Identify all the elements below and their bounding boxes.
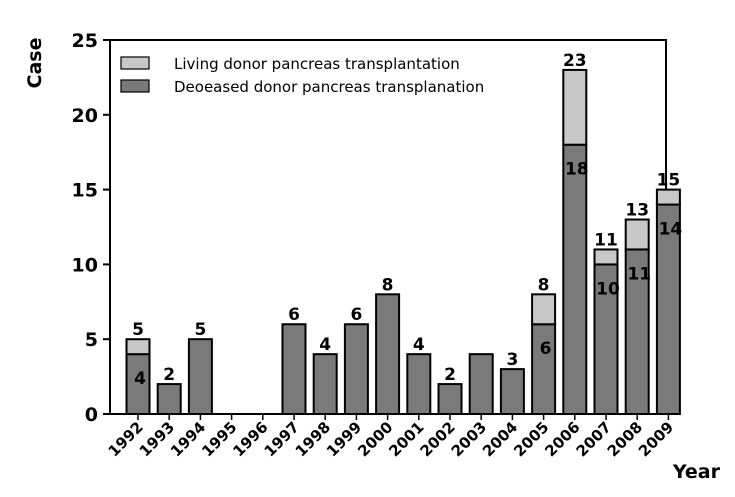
y-tick-label: 10	[72, 254, 98, 276]
bar-deceased	[281, 323, 307, 415]
bar-deceased	[343, 323, 369, 415]
total-label: 2	[444, 365, 456, 385]
bar-living	[125, 338, 151, 356]
bars	[125, 68, 681, 416]
bar-deceased	[562, 143, 588, 415]
x-tick-label: 2007	[573, 418, 615, 460]
bar-living	[624, 218, 650, 251]
deceased-value-label: 14	[659, 220, 683, 240]
bar-living	[655, 188, 681, 206]
deceased-value-label: 6	[540, 339, 552, 359]
x-tick-label: 1994	[167, 418, 209, 460]
y-axis-ticks: 0 5 10 15 20 25	[72, 30, 110, 426]
bar-deceased	[531, 323, 557, 415]
x-tick-label: 1995	[198, 418, 240, 460]
x-axis-title: Year	[672, 461, 721, 483]
total-label: 3	[506, 350, 518, 370]
legend-swatch-deceased	[120, 79, 150, 93]
bar-deceased	[156, 383, 182, 415]
total-label: 13	[625, 201, 649, 221]
bar-deceased	[187, 338, 213, 416]
y-tick-label: 25	[72, 30, 98, 52]
total-label: 8	[382, 275, 394, 295]
legend-label-deceased: Deoeased donor pancreas transplanation	[174, 78, 484, 96]
bar-deceased	[437, 383, 463, 415]
x-tick-label: 2009	[635, 418, 677, 460]
x-tick-label: 2008	[604, 418, 646, 460]
legend: Living donor pancreas transplantation De…	[120, 55, 484, 96]
bar-deceased	[406, 353, 432, 416]
x-axis-ticks: 1992199319941995199619971998199920002001…	[105, 414, 677, 460]
y-tick-label: 0	[85, 404, 98, 426]
y-tick-label: 15	[72, 180, 98, 202]
total-label: 4	[413, 335, 425, 355]
total-label: 11	[594, 230, 618, 250]
bar-deceased	[375, 293, 401, 416]
x-tick-label: 2005	[510, 418, 552, 460]
x-tick-label: 2002	[417, 418, 459, 460]
bar-living	[562, 68, 588, 146]
y-tick-label: 5	[85, 329, 98, 351]
bar-deceased	[468, 353, 494, 416]
total-label: 6	[288, 305, 300, 325]
bar-deceased	[312, 353, 338, 416]
legend-label-living: Living donor pancreas transplantation	[174, 55, 460, 73]
x-tick-label: 2003	[448, 418, 490, 460]
total-label: 8	[538, 275, 550, 295]
total-label: 6	[350, 305, 362, 325]
legend-swatch-living	[120, 56, 150, 70]
x-tick-label: 2001	[385, 418, 427, 460]
x-tick-label: 2000	[354, 418, 396, 460]
bar-deceased	[499, 368, 525, 415]
deceased-value-label: 18	[565, 160, 589, 180]
total-label: 2	[163, 365, 175, 385]
x-tick-label: 1992	[105, 418, 147, 460]
deceased-value-label: 10	[596, 279, 620, 299]
x-tick-label: 1996	[229, 418, 271, 460]
bar-living	[531, 293, 557, 326]
x-tick-label: 2006	[541, 418, 583, 460]
total-label: 23	[563, 51, 587, 71]
total-label: 5	[132, 320, 144, 340]
x-tick-label: 2004	[479, 418, 521, 460]
y-tick-label: 20	[72, 105, 98, 127]
x-tick-label: 1997	[261, 418, 303, 460]
total-label: 5	[194, 320, 206, 340]
deceased-value-label: 4	[134, 369, 146, 389]
y-axis-title: Case	[24, 38, 46, 89]
x-tick-label: 1998	[292, 418, 334, 460]
x-tick-label: 1999	[323, 418, 365, 460]
x-tick-label: 1993	[136, 418, 178, 460]
total-label: 15	[657, 171, 681, 191]
total-label: 4	[319, 335, 331, 355]
deceased-value-label: 11	[627, 264, 651, 284]
bar-living	[593, 248, 619, 266]
